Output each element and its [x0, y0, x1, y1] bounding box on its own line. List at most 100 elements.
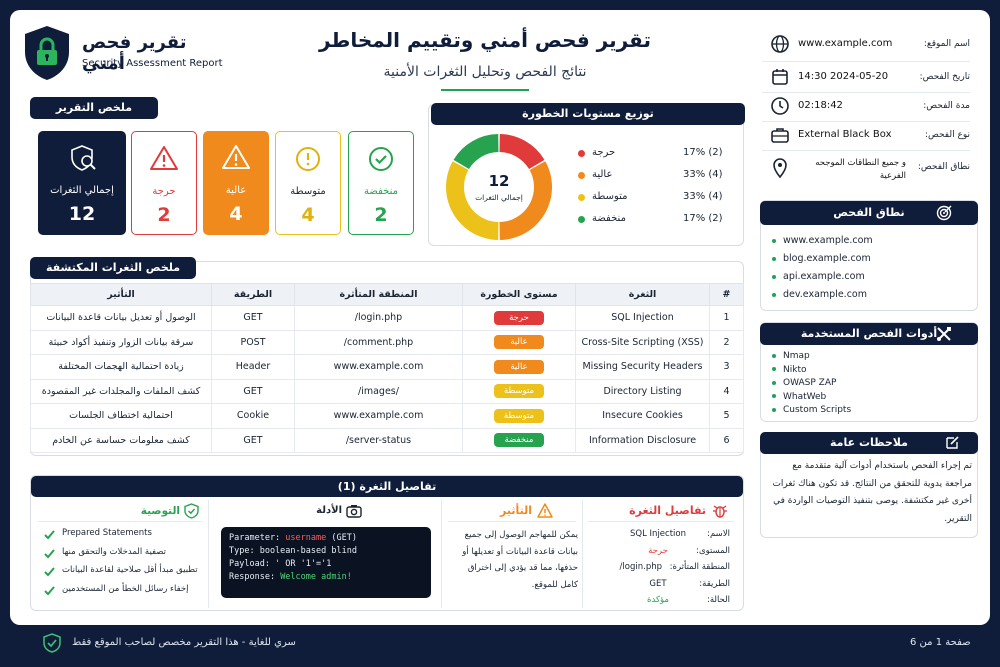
cell-severity: متوسطة [462, 403, 576, 429]
cell-area: /images/ [294, 378, 463, 404]
severity-badge: عالية [494, 359, 544, 374]
cell-number: 5 [709, 403, 744, 429]
page-number: صفحة 1 من 6 [910, 637, 971, 648]
cell-vuln-name: SQL Injection [575, 305, 710, 331]
stat-value: 2 [374, 204, 388, 226]
column-header: المنطقة المتأثرة [294, 283, 463, 306]
info-row-site: www.example.com اسم الموقع: [762, 31, 970, 59]
stat-total: إجمالي الثغرات 12 [38, 131, 126, 235]
stat-high: عالية 4 [203, 131, 269, 235]
detail-label: الاسم: [707, 529, 730, 539]
detail-label: الحالة: [706, 595, 730, 605]
table-row[interactable]: 4 Directory Listing متوسطة/images/GET كشف ا… [30, 378, 744, 404]
info-label: مدة الفحص: [923, 101, 970, 111]
check-circle-icon [369, 147, 393, 171]
shield-search-icon [71, 145, 96, 171]
calendar-icon [772, 69, 788, 85]
severity-donut-chart [446, 134, 552, 240]
cell-area: www.example.com [294, 403, 463, 429]
cell-impact: سرقة بيانات الزوار وتنفيذ أكواد خبيثة [30, 329, 212, 355]
cell-method: GET [211, 378, 295, 404]
lock-shield-icon [25, 26, 69, 80]
edit-note-icon [946, 436, 959, 449]
stat-value: 2 [157, 204, 171, 226]
bullet-dot [772, 238, 776, 243]
recommendation-divider [38, 521, 202, 522]
cell-impact: احتمالية اختطاف الجلسات [30, 403, 212, 429]
tools-heading: أدوات الفحص المستخدمة [760, 323, 978, 345]
cell-vuln-name: Missing Security Headers [575, 354, 710, 380]
detail-value: حرجة [648, 546, 668, 556]
column-divider [582, 500, 583, 608]
recommendation-heading: التوصية [140, 505, 180, 517]
severity-badge: عالية [494, 335, 544, 350]
check-icon [44, 530, 55, 540]
detail-value: SQL Injection [630, 529, 686, 539]
detail-value: مؤكدة [647, 595, 669, 605]
bullet-dot [772, 407, 776, 412]
warning-icon [537, 503, 553, 518]
detail-value: /login.php [619, 562, 662, 572]
scope-item: api.example.com [772, 268, 873, 286]
cell-number: 2 [709, 329, 744, 355]
severity-badge: حرجة [494, 310, 544, 325]
column-header: الطريقة [211, 283, 295, 306]
cell-method: GET [211, 427, 295, 453]
globe-icon [771, 35, 789, 53]
location-pin-icon [773, 158, 787, 179]
donut-slice-1 [499, 134, 545, 170]
stat-low: منخفضة 2 [348, 131, 414, 235]
legend-dot [578, 172, 585, 179]
table-row[interactable]: 5 Insecure Cookies متوسطة www.example.com Co… [30, 403, 744, 429]
cell-number: 6 [709, 427, 744, 453]
confidential-note: سري للغاية - هذا التقرير مخصص لصاحب المو… [72, 637, 296, 648]
cell-method: GET [211, 305, 295, 331]
warning-icon [222, 145, 250, 169]
stat-value: 4 [229, 203, 243, 225]
cell-method: Header [211, 354, 295, 380]
info-row-duration: 02:18:42 مدة الفحص: [762, 93, 970, 121]
info-label: تاريخ الفحص: [919, 72, 970, 82]
donut-slice-4 [453, 134, 499, 170]
legend-item: عالية 33% (4) [578, 168, 723, 184]
legend-item: حرجة 17% (2) [578, 146, 723, 162]
code-line: Parameter: username (GET) [229, 533, 357, 543]
table-header-row: # الثغرة مستوى الخطورة المنطقة المتأثرة … [30, 283, 744, 306]
donut-center-value: 12 [488, 172, 510, 190]
check-icon [44, 567, 55, 577]
stat-label: عالية [225, 185, 247, 196]
cell-impact: كشف معلومات حساسة عن الخادم [30, 427, 212, 453]
cell-method: POST [211, 329, 295, 355]
table-row[interactable]: 1 SQL Injection حرجة/login.php GET الوصول أو… [30, 305, 744, 331]
info-card [758, 28, 974, 188]
stat-medium: متوسطة 4 [275, 131, 341, 235]
briefcase-icon [771, 128, 789, 143]
code-line: Payload: ' OR '1'='1 [229, 559, 332, 569]
stat-value: 4 [301, 204, 315, 226]
detail-label: الطريقة: [699, 579, 730, 589]
scope-item: www.example.com [772, 232, 873, 250]
legend-dot [578, 216, 585, 223]
tools-list: Nmap Nikto OWASP ZAP WhatWeb Custom Scri… [772, 350, 851, 418]
cell-severity: عالية [462, 354, 576, 380]
page-title: تقرير فحص أمني وتقييم المخاطر [319, 28, 651, 52]
summary-heading: ملخص التقرير [30, 97, 158, 119]
cell-vuln-name: Information Disclosure [575, 427, 710, 453]
recommendation-item: تصفية المدخلات والتحقق منها [62, 546, 167, 557]
cell-area: /login.php [294, 305, 463, 331]
bullet-dot [772, 367, 776, 371]
table-row[interactable]: 2 Cross-Site Scripting (XSS) عالية/comment… [30, 329, 744, 355]
table-row[interactable]: 3 Missing Security Headers عالية www.exampl… [30, 354, 744, 380]
stat-critical: حرجة 2 [131, 131, 197, 235]
donut-slice-2 [499, 161, 552, 240]
info-value: www.example.com [798, 38, 893, 49]
info-row-scope: و جميع النطاقات الموجحه الفرعية نطاق الف… [762, 154, 970, 188]
column-header: مستوى الخطورة [462, 283, 576, 306]
bullet-dot [772, 274, 776, 279]
column-divider [208, 500, 209, 608]
legend-name: منخفضة [592, 213, 626, 224]
code-line: Type: boolean-based blind [229, 546, 357, 556]
cell-impact: زيادة احتمالية الهجمات المختلفة [30, 354, 212, 380]
table-row[interactable]: 6 Information Disclosure منخفضة/server-sta… [30, 427, 744, 453]
cell-vuln-name: Cross-Site Scripting (XSS) [575, 329, 710, 355]
